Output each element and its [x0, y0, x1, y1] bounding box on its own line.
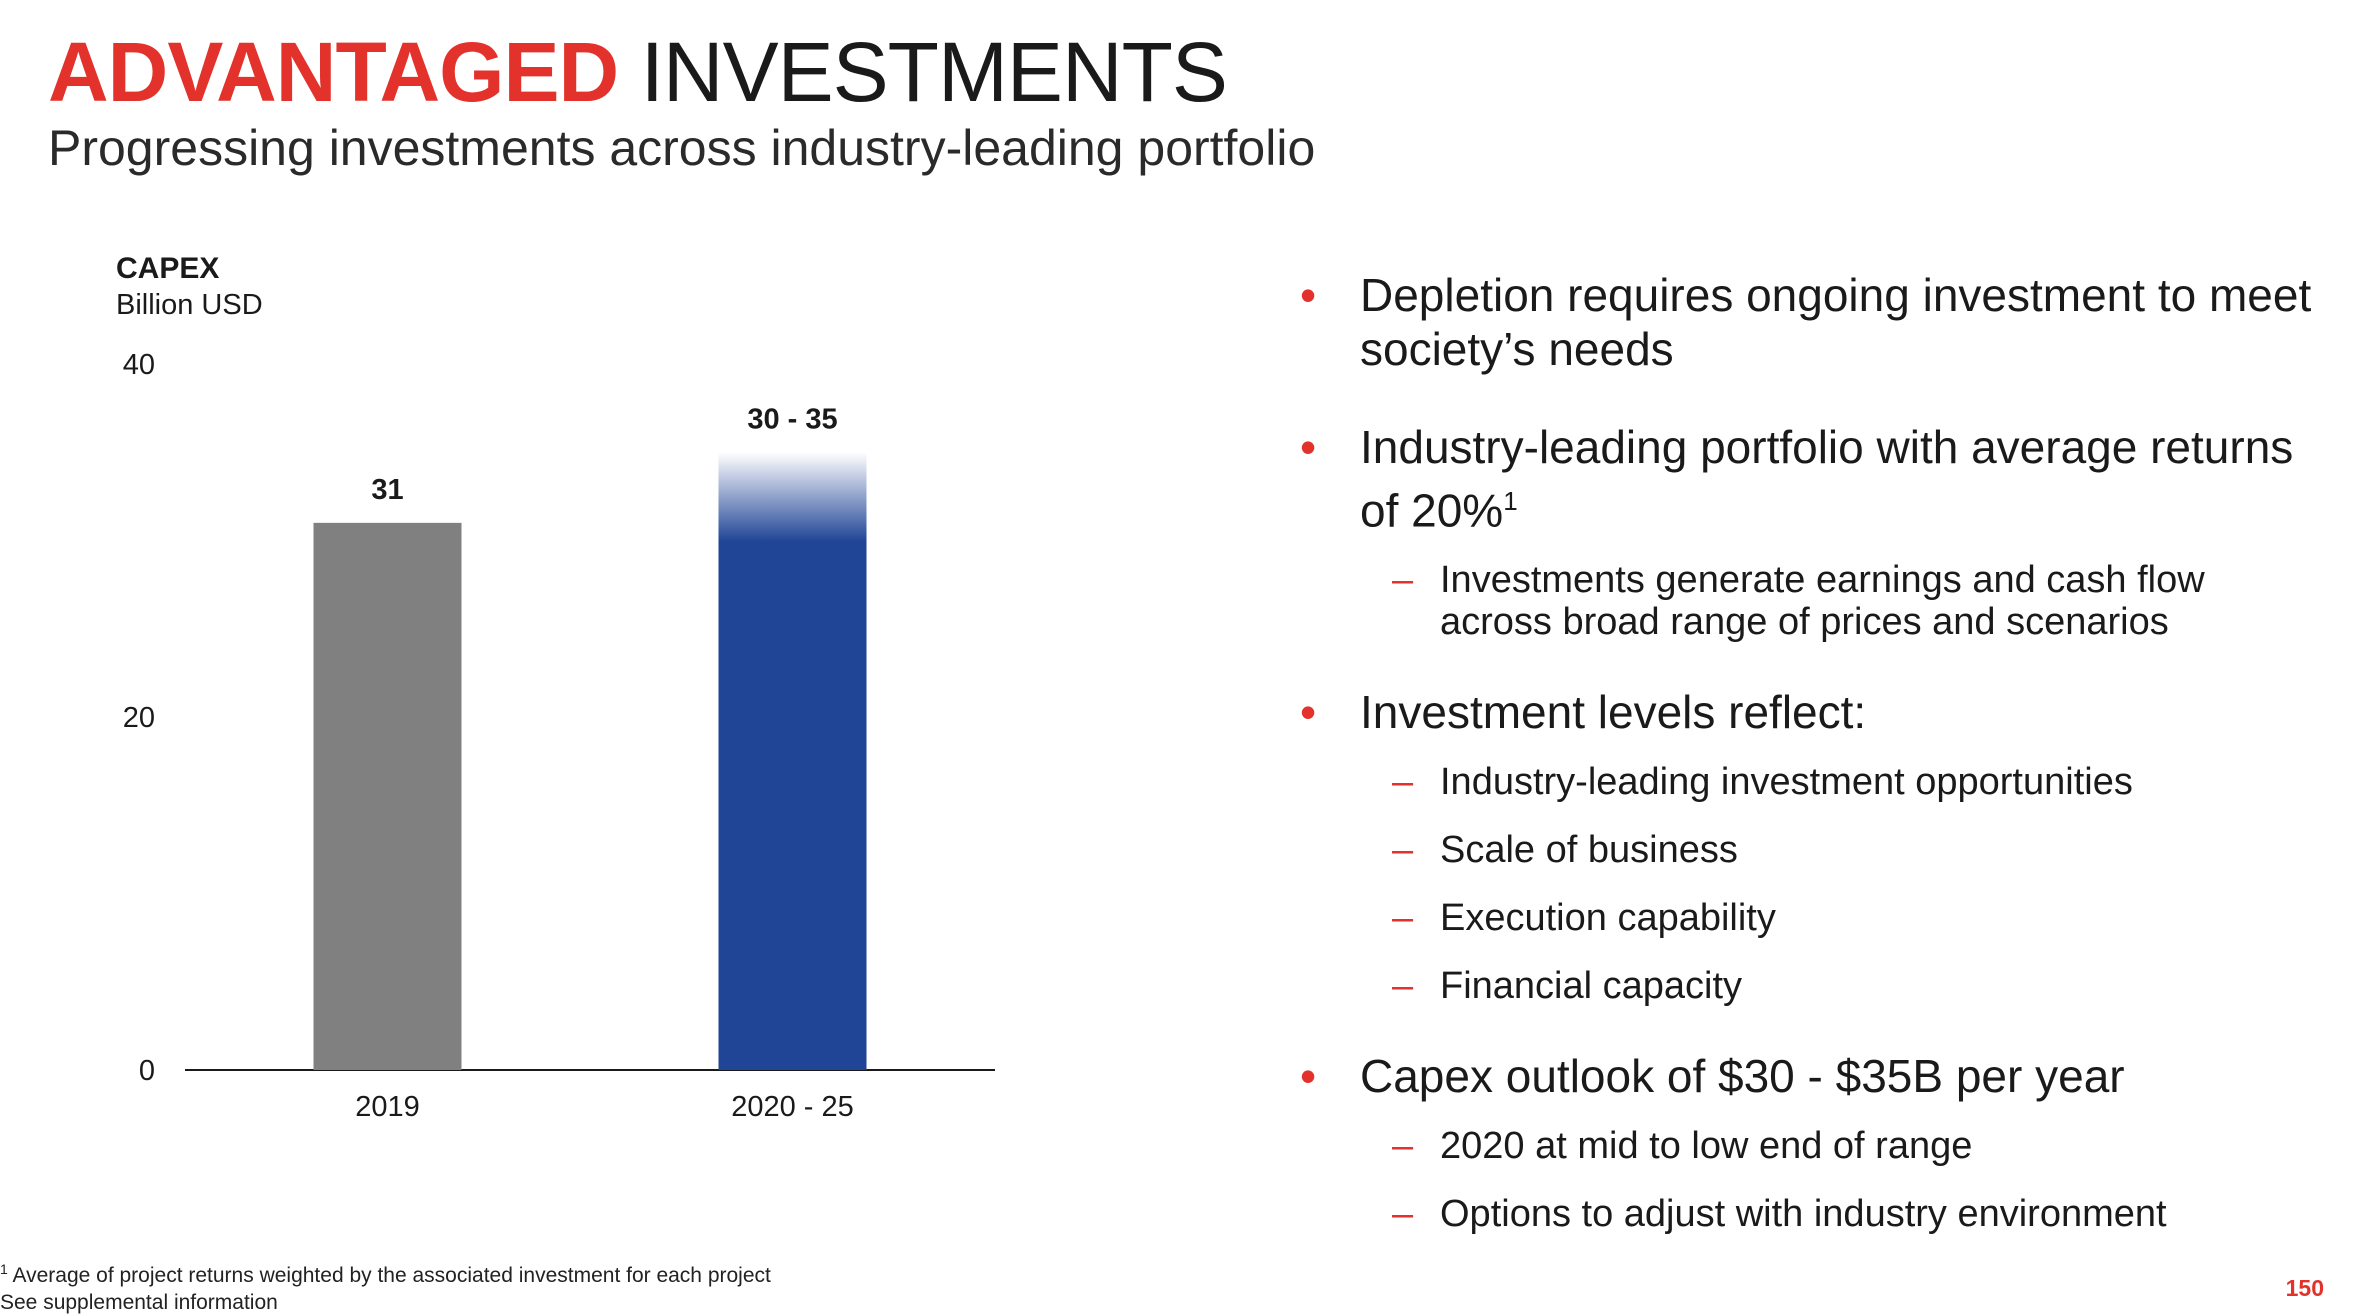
x-tick-label: 2020 - 25 — [731, 1091, 854, 1123]
bullet-text: Investment levels reflect: — [1360, 686, 1867, 739]
page-title-rest: INVESTMENTS — [640, 25, 1228, 119]
bullet-dot-icon: • — [1300, 686, 1317, 739]
bullet-depletion: • Depletion requires ongoing investment … — [1300, 268, 2320, 376]
dash-icon: – — [1392, 897, 1414, 940]
sub-bullet-text: Options to adjust with industry environm… — [1440, 1193, 2167, 1236]
chart-y-unit: Billion USD — [116, 289, 263, 321]
bullet-dot-icon: • — [1300, 1050, 1317, 1103]
dash-icon: – — [1392, 965, 1414, 1008]
dash-icon: – — [1392, 1125, 1414, 1168]
x-tick-label: 2019 — [355, 1091, 420, 1123]
bar-2019 — [313, 522, 462, 1070]
bar-range-gradient — [718, 452, 867, 542]
sub-bullet-2020-range: – 2020 at mid to low end of range — [1300, 1125, 2320, 1167]
sub-bullet-scale: – Scale of business — [1300, 829, 2320, 871]
sub-bullet-execution: – Execution capability — [1300, 897, 2320, 939]
bullet-text: Depletion requires ongoing investment to… — [1360, 269, 2312, 375]
sub-bullet-text: Investments generate earnings and cash f… — [1440, 559, 2205, 644]
y-tick-label: 40 — [123, 349, 155, 381]
data-label: 31 — [371, 474, 403, 506]
capex-bar-chart: 0 20 40 31 2019 30 - 35 2020 - 25 — [123, 349, 995, 1123]
bullet-investment-levels: • Investment levels reflect: — [1300, 685, 2320, 739]
data-label: 30 - 35 — [747, 403, 837, 435]
dash-icon: – — [1392, 1193, 1414, 1236]
sub-bullet-financial: – Financial capacity — [1300, 965, 2320, 1007]
sub-bullet-text: Execution capability — [1440, 897, 1776, 940]
chart-title: CAPEX — [116, 252, 220, 285]
sub-bullet-text: 2020 at mid to low end of range — [1440, 1125, 1973, 1168]
page-subtitle: Progressing investments across industry-… — [48, 120, 1316, 176]
footnote-marker: 1 — [0, 1261, 8, 1277]
sub-bullet-text: Scale of business — [1440, 829, 1738, 872]
bullet-text: Capex outlook of $30 - $35B per year — [1360, 1050, 2125, 1103]
page-number: 150 — [2285, 1275, 2324, 1301]
dash-icon: – — [1392, 761, 1414, 804]
page-title: ADVANTAGED INVESTMENTS — [48, 22, 1228, 122]
bullet-capex-outlook: • Capex outlook of $30 - $35B per year — [1300, 1049, 2320, 1103]
sub-bullet-text: Industry-leading investment opportunitie… — [1440, 761, 2133, 804]
footnote-marker: 1 — [1503, 486, 1518, 516]
sub-bullet-earnings: – Investments generate earnings and cash… — [1300, 559, 2320, 643]
supplemental-note: See supplemental information — [0, 1291, 278, 1314]
y-tick-label: 20 — [123, 702, 155, 734]
y-tick-label: 0 — [139, 1055, 155, 1087]
bar-2020-25 — [718, 540, 867, 1070]
bullet-dot-icon: • — [1300, 421, 1317, 473]
bullet-text: Industry-leading portfolio with average … — [1360, 421, 2294, 537]
sub-bullet-opportunities: – Industry-leading investment opportunit… — [1300, 761, 2320, 803]
page-title-highlight: ADVANTAGED — [48, 25, 619, 119]
footnote-text: Average of project returns weighted by t… — [12, 1264, 771, 1287]
footnote: 1 Average of project returns weighted by… — [0, 1256, 771, 1316]
dash-icon: – — [1392, 559, 1414, 602]
dash-icon: – — [1392, 829, 1414, 872]
bullet-portfolio: • Industry-leading portfolio with averag… — [1300, 420, 2320, 537]
sub-bullet-text: Financial capacity — [1440, 965, 1743, 1008]
sub-bullet-options: – Options to adjust with industry enviro… — [1300, 1193, 2320, 1235]
key-points-list: • Depletion requires ongoing investment … — [1300, 268, 2320, 1261]
bullet-dot-icon: • — [1300, 269, 1317, 321]
